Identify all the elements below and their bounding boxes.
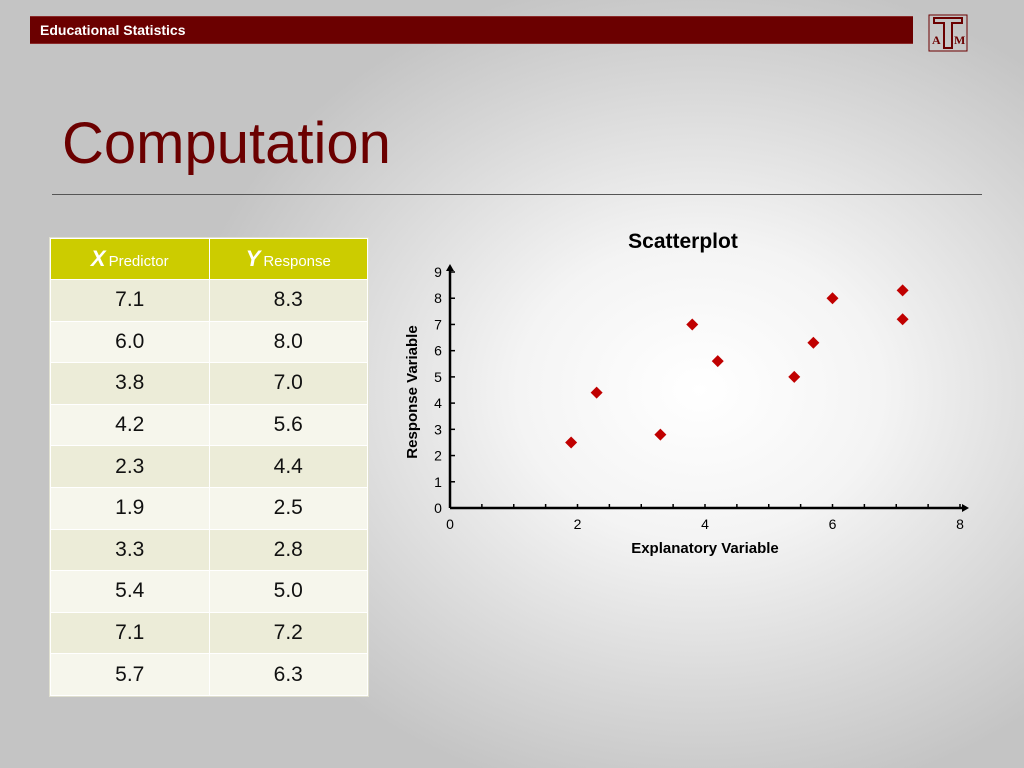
y-tick-label: 4 bbox=[434, 395, 442, 411]
table-row: 7.1 7.2 bbox=[50, 611, 368, 655]
scatter-point bbox=[590, 386, 603, 399]
y-tick-label: 6 bbox=[434, 343, 442, 359]
scatter-point bbox=[826, 292, 839, 305]
header-title: Educational Statistics bbox=[40, 22, 186, 38]
chart-title: Scatterplot bbox=[628, 230, 738, 253]
table-row: 5.4 5.0 bbox=[50, 570, 368, 613]
cell-x-value: 7.1 bbox=[50, 611, 210, 655]
cell-x-value: 4.2 bbox=[50, 403, 210, 447]
scatter-point bbox=[788, 370, 801, 383]
svg-text:M: M bbox=[954, 33, 965, 47]
table-body: 7.1 8.3 6.0 8.0 3.8 7.0 4.2 5.6 2.3 4.4 1.9 2.5 3.3 2… bbox=[50, 279, 368, 696]
cell-x-value: 3.3 bbox=[50, 528, 210, 572]
cell-x-value: 5.7 bbox=[50, 653, 210, 696]
cell-y-value: 6.3 bbox=[208, 653, 368, 696]
data-table: X Predictor Y Response 7.1 8.3 6.0 8.0 3.8 7.0 4… bbox=[50, 238, 368, 696]
scatter-point bbox=[896, 313, 909, 326]
y-axis-label: Response Variable bbox=[404, 325, 421, 458]
scatter-point bbox=[896, 284, 909, 297]
y-tick-label: 5 bbox=[434, 369, 442, 385]
y-tick-label: 8 bbox=[434, 290, 442, 306]
cell-y-value: 4.4 bbox=[208, 445, 368, 488]
scatter-point bbox=[711, 355, 724, 368]
cell-y-value: 2.8 bbox=[208, 528, 368, 572]
y-tick-label: 0 bbox=[434, 500, 442, 516]
y-tick-label: 3 bbox=[434, 421, 442, 437]
title-divider bbox=[52, 194, 982, 195]
table-row: 3.3 2.8 bbox=[50, 528, 368, 572]
scatter-point bbox=[654, 428, 667, 441]
scatter-point bbox=[807, 336, 820, 349]
y-axis-arrow bbox=[446, 264, 454, 271]
scatter-point bbox=[686, 318, 699, 331]
cell-x-value: 1.9 bbox=[50, 486, 210, 530]
cell-y-value: 8.0 bbox=[208, 320, 368, 364]
x-axis-label: Explanatory Variable bbox=[631, 540, 779, 557]
y-tick-label: 7 bbox=[434, 316, 442, 332]
x-tick-label: 2 bbox=[574, 516, 582, 532]
x-axis-arrow bbox=[962, 504, 969, 512]
cell-x-value: 5.4 bbox=[50, 570, 210, 613]
table-row: 5.7 6.3 bbox=[50, 653, 368, 696]
y-tick-label: 9 bbox=[434, 264, 442, 280]
slide-title: Computation bbox=[62, 111, 391, 176]
column-y-var: Y bbox=[245, 246, 261, 271]
table-row: 2.3 4.4 bbox=[50, 445, 368, 488]
cell-y-value: 7.2 bbox=[208, 611, 368, 655]
x-tick-label: 6 bbox=[829, 516, 837, 532]
cell-x-value: 6.0 bbox=[50, 320, 210, 364]
column-header-y: Y Response bbox=[208, 238, 368, 280]
column-y-label: Response bbox=[263, 253, 331, 270]
y-tick-label: 2 bbox=[434, 448, 442, 464]
cell-y-value: 5.0 bbox=[208, 570, 368, 613]
svg-text:A: A bbox=[932, 33, 941, 47]
x-tick-label: 8 bbox=[956, 516, 964, 532]
table-row: 7.1 8.3 bbox=[50, 279, 368, 322]
column-x-label: Predictor bbox=[108, 253, 169, 270]
table-row: 3.8 7.0 bbox=[50, 362, 368, 405]
y-tick-label: 1 bbox=[434, 474, 442, 490]
table-row: 6.0 8.0 bbox=[50, 320, 368, 364]
university-logo: A M bbox=[928, 14, 968, 52]
scatterplot-chart: Scatterplot 0 1 2 3 4 5 6 7 8 9 0 2 4 6 8 Explanatory Va… bbox=[404, 230, 969, 557]
cell-x-value: 2.3 bbox=[50, 445, 210, 488]
cell-y-value: 7.0 bbox=[208, 362, 368, 405]
table-header-row: X Predictor Y Response bbox=[50, 238, 368, 280]
column-x-var: X bbox=[90, 246, 106, 271]
x-tick-label: 0 bbox=[446, 516, 454, 532]
cell-y-value: 2.5 bbox=[208, 486, 368, 530]
cell-y-value: 5.6 bbox=[208, 403, 368, 447]
table-row: 4.2 5.6 bbox=[50, 403, 368, 447]
x-tick-label: 4 bbox=[701, 516, 709, 532]
cell-x-value: 7.1 bbox=[50, 279, 210, 322]
table-row: 1.9 2.5 bbox=[50, 486, 368, 530]
cell-y-value: 8.3 bbox=[208, 279, 368, 322]
column-header-x: X Predictor bbox=[50, 238, 210, 280]
cell-x-value: 3.8 bbox=[50, 362, 210, 405]
header-bar: Educational Statistics bbox=[30, 16, 913, 44]
scatter-point bbox=[565, 436, 578, 449]
